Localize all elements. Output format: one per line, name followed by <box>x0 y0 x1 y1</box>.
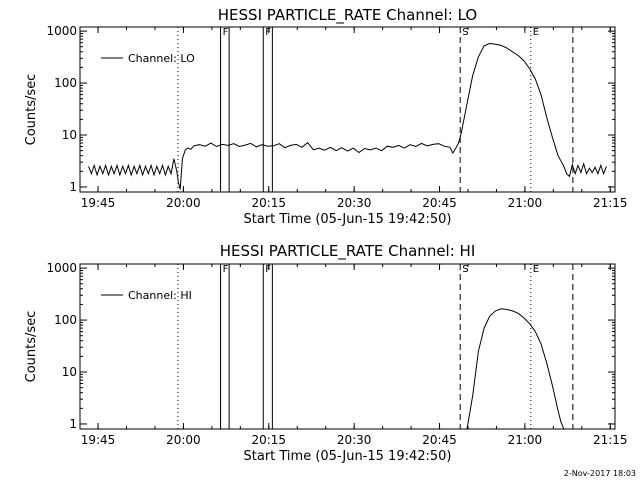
x-tick-label: 20:30 <box>337 196 372 210</box>
plot-frame-lo <box>79 26 616 193</box>
y-axis-title-lo: Counts/sec <box>24 74 39 146</box>
series-line-hi <box>466 308 565 429</box>
time-marker-label: S <box>462 264 468 275</box>
x-tick-label: 20:15 <box>251 433 286 447</box>
time-marker-label: S <box>462 27 468 38</box>
legend-label-lo: Channel: LO <box>128 52 195 65</box>
y-tick-label: 1000 <box>46 24 77 38</box>
x-axis-title-lo: Start Time (05-Jun-15 19:42:50) <box>244 212 452 227</box>
time-marker-label: F <box>223 264 229 275</box>
time-marker-label: F <box>265 264 271 275</box>
chart-title-lo: HESSI PARTICLE_RATE Channel: LO <box>218 6 477 25</box>
x-tick-label: 21:00 <box>508 196 543 210</box>
x-tick-label: 20:30 <box>337 433 372 447</box>
x-tick-label: 19:45 <box>81 196 116 210</box>
y-tick-label: 1 <box>69 180 77 194</box>
chart-title-hi: HESSI PARTICLE_RATE Channel: HI <box>220 242 476 261</box>
legend-label-hi: Channel: HI <box>128 289 192 302</box>
footer-date: 2-Nov-2017 18:03 <box>564 469 636 478</box>
y-tick-label: 1 <box>69 417 77 431</box>
time-marker-label: F <box>223 27 229 38</box>
x-tick-label: 21:15 <box>593 196 628 210</box>
y-tick-label: 10 <box>62 365 77 379</box>
time-marker-label: E <box>533 27 539 38</box>
x-tick-label: 20:45 <box>422 433 457 447</box>
time-marker-label: E <box>533 264 539 275</box>
y-axis-title-hi: Counts/sec <box>24 311 39 383</box>
y-tick-label: 100 <box>54 76 77 90</box>
x-axis-title-hi: Start Time (05-Jun-15 19:42:50) <box>244 449 452 464</box>
x-tick-label: 20:00 <box>166 196 201 210</box>
x-tick-label: 20:15 <box>251 196 286 210</box>
x-tick-label: 21:00 <box>508 433 543 447</box>
time-marker-label: F <box>265 27 271 38</box>
x-tick-label: 19:45 <box>81 433 116 447</box>
x-tick-label: 20:45 <box>422 196 457 210</box>
x-tick-label: 21:15 <box>593 433 628 447</box>
y-tick-label: 100 <box>54 313 77 327</box>
x-tick-label: 20:00 <box>166 433 201 447</box>
y-tick-label: 1000 <box>46 261 77 275</box>
plot-frame-hi <box>79 263 616 430</box>
y-tick-label: 10 <box>62 128 77 142</box>
series-line-lo <box>88 42 607 190</box>
